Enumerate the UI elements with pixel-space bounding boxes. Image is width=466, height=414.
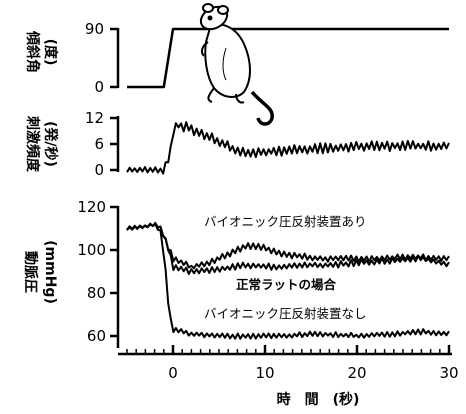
x-tick-label: 30 [439, 364, 458, 382]
stim-ylabel-line1: 刺激頻度 [24, 116, 41, 173]
rat-hind-leg [207, 87, 215, 103]
x-axis-label: 時 間 (秒) [277, 391, 360, 408]
bp-ylabel-line2: (mmHg) [42, 240, 58, 304]
rat-eye [207, 15, 213, 21]
annotation-with-device: バイオニック圧反射装置あり [204, 214, 367, 229]
tilt-panel: 90 0 傾斜角 (度) [24, 20, 449, 96]
rat-ear [217, 5, 229, 15]
bp-ytick-label: 80 [87, 284, 106, 302]
tilt-ytick-label: 0 [94, 78, 104, 96]
rat-shading [222, 47, 227, 81]
stim-ylabel-line2: (発/秒) [42, 121, 59, 167]
annotation-without-device: バイオニック圧反射装置なし [204, 306, 367, 321]
x-tick-label: 10 [255, 364, 274, 382]
stim-panel: 12 6 0 刺激頻度 (発/秒) [24, 109, 450, 179]
bp-series-line-2 [126, 223, 450, 340]
x-tick-label: 20 [347, 364, 366, 382]
rat-tail [250, 90, 274, 126]
stim-ytick-label: 0 [94, 161, 104, 179]
bp-ytick-label: 120 [77, 198, 106, 216]
stim-ytick-label: 6 [94, 135, 104, 153]
annotation-normal: 正常ラットの場合 [236, 277, 337, 292]
tilt-ylabel-line2: (度) [42, 39, 59, 66]
bp-series-line-0 [126, 222, 450, 270]
tilt-series-line-0 [127, 27, 449, 89]
bp-series-line-1 [126, 221, 450, 275]
bp-panel: 120 100 80 60 動脈圧 (mmHg) 0 10 20 30 時 間 … [22, 198, 459, 408]
stim-ytick-label: 12 [85, 109, 104, 127]
rat-front-leg [200, 41, 209, 57]
bp-ytick-label: 60 [87, 327, 106, 345]
bp-ylabel-line1: 動脈圧 [22, 251, 39, 293]
rat-hind-leg [235, 93, 245, 104]
tilt-ytick-label: 90 [85, 20, 104, 38]
x-tick-label: 0 [168, 364, 178, 382]
stim-series-line-0 [126, 121, 450, 175]
rat-body [204, 23, 251, 98]
rat-ear [202, 3, 214, 13]
rat-illustration [199, 3, 274, 126]
tilt-ylabel-line1: 傾斜角 [24, 30, 41, 73]
bp-ytick-label: 100 [77, 241, 106, 259]
